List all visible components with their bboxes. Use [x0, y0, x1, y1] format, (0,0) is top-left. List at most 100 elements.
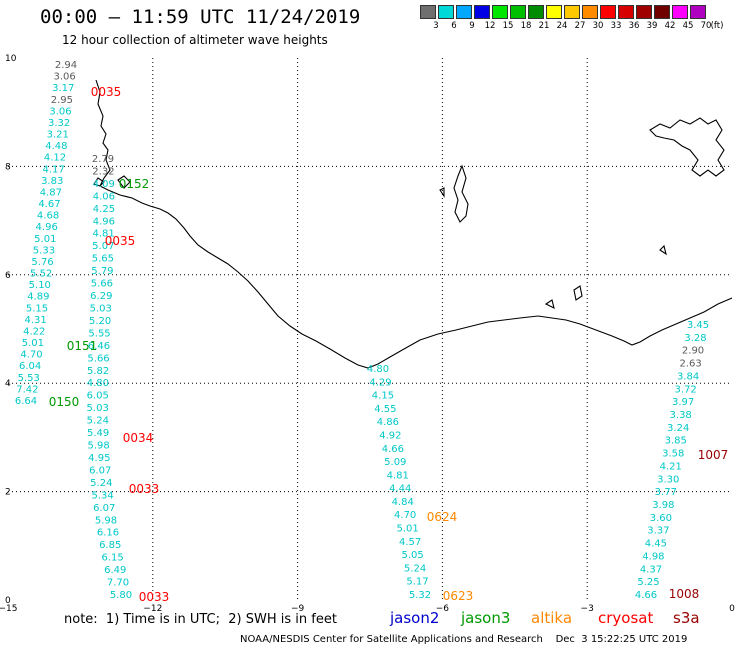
y-tick-label: 8 — [5, 162, 11, 172]
pass-times: 0035 0152 0035 0151 0150 0034 0033 0033 0624 0623… — [49, 85, 729, 604]
coastline-segment — [544, 299, 555, 310]
page-title: 00:00 – 11:59 UTC 11/24/2019 — [40, 6, 361, 28]
wave-height-value: 4.29 — [369, 377, 391, 388]
legend-swatch — [636, 5, 652, 19]
wave-height-value: 6.64 — [15, 396, 37, 407]
coastline-segment — [659, 244, 667, 256]
wave-height-value: 5.52 — [30, 269, 52, 280]
legend-unit: (ft) — [710, 21, 724, 31]
y-tick-label: 6 — [5, 271, 11, 281]
wave-height-value: 3.83 — [41, 176, 63, 187]
wave-height-value: 3.60 — [650, 513, 672, 524]
wave-height-value: 4.37 — [640, 564, 662, 575]
wave-height-values: 2.943.063.172.953.063.323.214.484.124.17… — [15, 60, 709, 601]
pass-time-label: 0035 — [91, 85, 122, 99]
wave-height-value: 4.92 — [379, 430, 401, 441]
legend-label: 36 — [628, 21, 640, 31]
satellite-label: altika — [531, 609, 573, 627]
pass-time-label: 0152 — [119, 177, 150, 191]
wave-height-value: 7.42 — [16, 384, 38, 395]
legend-swatch — [456, 5, 472, 19]
legend-swatch — [474, 5, 490, 19]
wave-height-value: 3.84 — [677, 371, 699, 382]
wave-height-value: 7.70 — [107, 578, 129, 589]
legend-swatch — [672, 5, 688, 19]
legend-swatch — [600, 5, 616, 19]
wave-height-value: 3.97 — [672, 397, 694, 408]
wave-height-value: 2.32 — [92, 166, 114, 177]
pass-time-label: 0033 — [129, 482, 160, 496]
x-tick-label: −9 — [291, 604, 305, 614]
wave-height-value: 6.05 — [87, 391, 109, 402]
y-tick-label: 0 — [5, 596, 11, 606]
wave-height-value: 4.66 — [382, 444, 404, 455]
y-tick-label: 4 — [5, 379, 11, 389]
coastline-segment — [453, 164, 469, 223]
x-tick-label: −3 — [581, 604, 594, 614]
legend-swatch — [546, 5, 562, 19]
wave-height-value: 4.55 — [374, 404, 396, 415]
wave-height-value: 5.15 — [26, 303, 48, 314]
wave-height-value: 4.31 — [25, 315, 47, 326]
wave-height-value: 5.53 — [18, 373, 40, 384]
wave-height-value: 4.70 — [20, 350, 42, 361]
satellite-label: s3a — [673, 609, 700, 627]
legend-swatch — [510, 5, 526, 19]
wave-height-value: 4.17 — [42, 164, 64, 175]
wave-height-value: 5.24 — [87, 416, 109, 427]
wave-height-value: 3.72 — [674, 384, 696, 395]
footer-note: note: 1) Time is in UTC; 2) SWH is in fe… — [64, 612, 337, 627]
wave-height-value: 2.95 — [51, 95, 73, 106]
pass-time-label: 1007 — [698, 448, 729, 462]
wave-height-value: 6.07 — [89, 465, 111, 476]
satellite-label: jason3 — [461, 609, 511, 627]
legend-swatch — [564, 5, 580, 19]
wave-height-value: 4.98 — [642, 551, 664, 562]
legend-label: 39 — [646, 21, 658, 31]
wave-height-value: 3.28 — [684, 333, 706, 344]
wave-height-value: 4.89 — [27, 292, 49, 303]
wave-height-value: 3.77 — [655, 487, 677, 498]
wave-height-value: 5.03 — [87, 403, 109, 414]
pass-time-label: 0623 — [443, 589, 474, 603]
wave-height-value: 4.86 — [377, 417, 399, 428]
coastline-segment — [439, 187, 445, 198]
wave-height-value: 6.16 — [97, 528, 119, 539]
legend-swatch — [492, 5, 508, 19]
wave-height-value: 6.07 — [93, 503, 115, 514]
wave-height-value: 5.82 — [87, 366, 109, 377]
wave-height-value: 5.34 — [92, 490, 114, 501]
wave-height-value: 5.01 — [22, 338, 44, 349]
wave-height-value: 2.63 — [679, 359, 701, 370]
wave-height-value: 5.55 — [88, 328, 110, 339]
legend-swatch — [654, 5, 670, 19]
wave-height-value: 4.09 — [93, 179, 115, 190]
legend-swatch — [528, 5, 544, 19]
wave-height-value: 3.58 — [662, 449, 684, 460]
wave-height-value: 4.15 — [372, 391, 394, 402]
wave-height-value: 4.80 — [87, 378, 109, 389]
wave-height-value: 6.15 — [101, 553, 123, 564]
wave-height-value: 5.01 — [397, 524, 419, 535]
wave-height-value: 3.06 — [53, 72, 75, 83]
x-tick-label: −6 — [436, 604, 450, 614]
legend-label: 30 — [592, 21, 604, 31]
legend-swatch — [438, 5, 454, 19]
legend-label: 27 — [574, 21, 586, 31]
pass-time-label: 0151 — [67, 339, 98, 353]
pass-time-label: 1008 — [669, 587, 700, 601]
wave-height-value: 4.80 — [367, 364, 389, 375]
wave-height-value: 4.67 — [38, 199, 60, 210]
satellite-label: jason2 — [390, 609, 440, 627]
legend-label: 24 — [556, 21, 568, 31]
wave-height-value: 3.30 — [657, 474, 679, 485]
legend-swatch — [618, 5, 634, 19]
wave-height-value: 3.37 — [647, 526, 669, 537]
wave-height-value: 4.81 — [92, 229, 114, 240]
wave-height-value: 3.21 — [47, 130, 69, 141]
pass-time-label: 0150 — [49, 395, 80, 409]
wave-height-value: 5.01 — [34, 234, 56, 245]
pass-time-label: 0033 — [139, 590, 170, 604]
legend-swatch — [690, 5, 706, 19]
wave-height-value: 4.48 — [45, 141, 67, 152]
